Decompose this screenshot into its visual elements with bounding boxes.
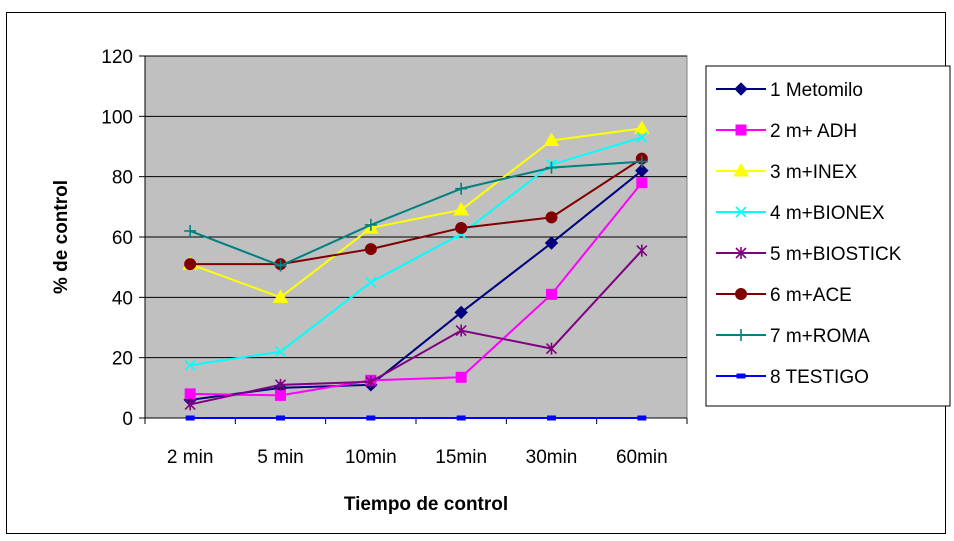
y-axis-title: % de control (51, 180, 72, 294)
data-point-5-m-biostick (365, 375, 377, 388)
legend-label-7-m-roma: 7 m+ROMA (770, 326, 870, 347)
y-tick-label: 100 (101, 107, 133, 128)
data-point-3-m-inex (543, 132, 560, 146)
x-tick-label: 5 min (257, 447, 303, 468)
data-point-8-testigo (276, 415, 285, 421)
data-point-4-m-bionex (274, 346, 287, 358)
legend-label-3-m-inex: 3 m+INEX (770, 162, 857, 183)
series-line-1-metomilo (190, 169, 643, 401)
data-point-7-m-roma (545, 161, 558, 174)
data-point-1-metomilo (635, 163, 649, 178)
data-point-4-m-bionex (184, 359, 196, 371)
y-tick-label: 120 (101, 47, 133, 68)
y-tick-label: 80 (112, 168, 133, 189)
legend-marker-5-m-biostick (735, 247, 747, 259)
data-point-7-m-roma (635, 155, 648, 168)
series-line-5-m-biostick (189, 249, 643, 406)
x-tick-label: 2 min (167, 447, 213, 468)
data-point-5-m-biostick (184, 398, 196, 411)
x-tick-label: 60min (616, 447, 668, 468)
series-line-7-m-roma (189, 160, 642, 267)
legend-label-4-m-bionex: 4 m+BIONEX (770, 203, 885, 224)
data-point-1-metomilo (454, 305, 468, 320)
data-point-2-m-adh (636, 177, 648, 189)
legend (705, 65, 951, 407)
data-point-5-m-biostick (455, 324, 467, 337)
series-line-3-m-inex (189, 127, 642, 299)
data-point-5-m-biostick (274, 378, 287, 391)
data-point-6-m-ace (184, 258, 197, 271)
y-tick-label: 40 (112, 288, 133, 309)
x-tick-label: 10min (345, 447, 397, 468)
data-point-1-metomilo (544, 236, 559, 250)
data-point-2-m-adh (275, 389, 286, 401)
legend-label-2-m-adh: 2 m+ ADH (770, 121, 857, 142)
y-tick-label: 60 (112, 228, 133, 249)
data-point-2-m-adh (546, 288, 557, 300)
series-line-4-m-bionex (190, 136, 643, 367)
legend-marker-2-m-adh (735, 124, 747, 136)
legend-marker-3-m-inex (733, 163, 749, 177)
data-point-8-testigo (456, 415, 466, 421)
x-tick-label: 15min (435, 447, 487, 468)
x-axis-title: Tiempo de control (344, 494, 508, 515)
data-point-2-m-adh (184, 388, 196, 400)
x-tick-label: 30min (526, 447, 578, 468)
data-point-7-m-roma (274, 259, 287, 272)
data-point-5-m-biostick (545, 342, 558, 355)
data-point-2-m-adh (455, 371, 467, 383)
data-point-8-testigo (366, 415, 376, 421)
data-point-7-m-roma (455, 182, 468, 195)
data-point-7-m-roma (184, 224, 197, 237)
data-point-8-testigo (185, 415, 195, 421)
data-point-3-m-inex (633, 120, 650, 134)
data-point-8-testigo (547, 415, 556, 421)
legend-marker-7-m-roma (735, 329, 747, 341)
legend-marker-1-metomilo (734, 82, 748, 96)
series-line-6-m-ace (190, 157, 643, 266)
data-point-8-testigo (637, 415, 647, 421)
data-point-6-m-ace (455, 221, 468, 234)
series-line-2-m-adh (190, 182, 643, 397)
data-point-4-m-bionex (636, 131, 648, 144)
data-point-3-m-inex (272, 289, 289, 303)
legend-label-6-m-ace: 6 m+ACE (770, 285, 852, 306)
legend-marker-6-m-ace (735, 288, 747, 300)
data-point-6-m-ace (364, 243, 377, 256)
y-tick-label: 0 (122, 409, 133, 430)
data-point-5-m-biostick (636, 244, 648, 257)
legend-label-1-metomilo: 1 Metomilo (770, 80, 863, 101)
legend-label-8-testigo: 8 TESTIGO (770, 367, 869, 388)
data-point-4-m-bionex (365, 276, 377, 288)
legend-marker-8-testigo (736, 373, 746, 379)
data-point-6-m-ace (545, 211, 558, 224)
legend-label-5-m-biostick: 5 m+BIOSTICK (770, 244, 902, 265)
data-point-3-m-inex (453, 201, 470, 216)
legend-marker-4-m-bionex (735, 206, 747, 218)
data-point-7-m-roma (364, 218, 377, 231)
y-tick-label: 20 (112, 349, 133, 370)
